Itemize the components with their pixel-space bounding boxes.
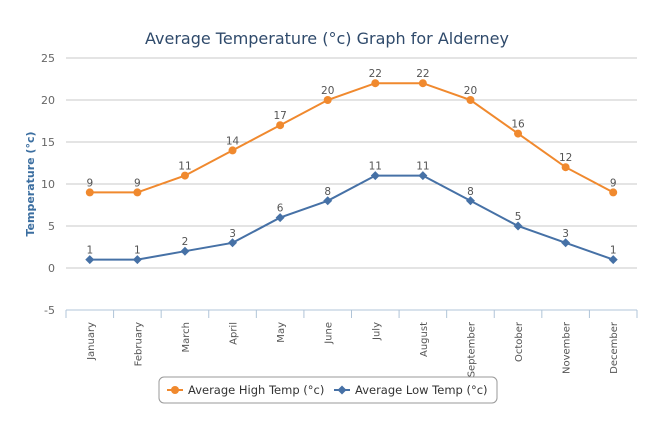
- legend-high-label: Average High Temp (°c): [188, 383, 324, 397]
- data-point: [418, 171, 428, 181]
- data-point: [133, 188, 142, 197]
- data-label: 6: [277, 203, 284, 215]
- data-label: 11: [416, 161, 429, 173]
- x-tick-label: August: [419, 322, 430, 357]
- data-label: 1: [134, 245, 141, 257]
- data-label: 9: [86, 177, 93, 189]
- legend-item-low[interactable]: Average Low Temp (°c): [334, 383, 488, 397]
- data-label: 3: [229, 228, 236, 240]
- x-tick-label: November: [562, 321, 573, 374]
- data-label: 20: [321, 85, 334, 97]
- legend: Average High Temp (°c) Average Low Temp …: [158, 376, 498, 404]
- y-tick-label: 25: [41, 52, 55, 65]
- data-point: [275, 213, 285, 223]
- data-point: [608, 255, 618, 265]
- data-label: 16: [511, 119, 525, 131]
- data-point: [561, 163, 570, 172]
- series-line: [89, 174, 614, 261]
- data-point: [370, 171, 380, 181]
- y-tick-label: 0: [48, 262, 55, 275]
- data-point: [418, 79, 427, 88]
- x-tick-label: May: [276, 322, 287, 343]
- data-label: 9: [610, 177, 617, 189]
- y-tick-label: 20: [41, 94, 55, 107]
- data-point: [228, 146, 237, 155]
- data-label: 22: [416, 68, 429, 80]
- x-tick-label: February: [133, 322, 144, 366]
- data-point: [228, 238, 238, 248]
- data-point: [465, 196, 475, 206]
- data-point: [323, 196, 333, 206]
- data-point: [513, 221, 523, 231]
- data-point: [180, 246, 190, 256]
- x-tick-label: October: [514, 321, 525, 362]
- data-label: 14: [226, 135, 240, 147]
- legend-low-marker: [337, 385, 347, 395]
- y-tick-label: 5: [48, 220, 55, 233]
- data-label: 1: [86, 245, 93, 257]
- data-point: [85, 188, 94, 197]
- x-tick-label: July: [371, 322, 382, 341]
- series-line: [89, 82, 614, 194]
- x-tick-label: September: [466, 321, 477, 377]
- series-high: 9 9 11 14 17 20 22 22 20 16 12 9: [85, 68, 618, 197]
- data-label: 1: [610, 245, 617, 257]
- data-point: [276, 121, 285, 130]
- legend-box: [158, 376, 498, 404]
- x-tick-label: June: [324, 322, 335, 345]
- x-tick-label: March: [181, 322, 192, 352]
- legend-low-label: Average Low Temp (°c): [355, 383, 488, 397]
- data-label: 11: [369, 161, 382, 173]
- data-point: [323, 96, 332, 104]
- data-label: 11: [178, 161, 191, 173]
- legend-high-marker: [171, 386, 179, 394]
- y-tick-label: 15: [41, 136, 55, 149]
- data-label: 22: [369, 68, 382, 80]
- data-point: [132, 255, 142, 265]
- data-label: 8: [467, 186, 474, 198]
- y-tick-label: 10: [41, 178, 55, 191]
- data-point: [609, 188, 618, 197]
- data-label: 3: [562, 228, 569, 240]
- data-label: 9: [134, 177, 141, 189]
- data-point: [514, 129, 523, 138]
- data-label: 20: [464, 85, 477, 97]
- chart-title: Average Temperature (°c) Graph for Alder…: [145, 29, 509, 48]
- y-axis-title: Temperature (°c): [24, 131, 37, 236]
- x-tick-label: December: [609, 321, 620, 374]
- y-tick-label: -5: [44, 304, 55, 317]
- x-tick-label: April: [229, 322, 240, 345]
- data-point: [466, 96, 475, 104]
- data-point: [561, 238, 571, 248]
- data-point: [180, 171, 189, 180]
- data-point: [85, 255, 95, 265]
- data-point: [371, 79, 380, 88]
- data-label: 8: [324, 186, 331, 198]
- data-label: 5: [515, 211, 522, 223]
- data-label: 2: [182, 236, 189, 248]
- x-axis: January February March April May June July Augu…: [65, 309, 638, 377]
- legend-item-high[interactable]: Average High Temp (°c): [167, 383, 324, 397]
- x-tick-label: January: [86, 322, 97, 361]
- data-label: 12: [559, 152, 572, 164]
- data-label: 17: [273, 110, 286, 122]
